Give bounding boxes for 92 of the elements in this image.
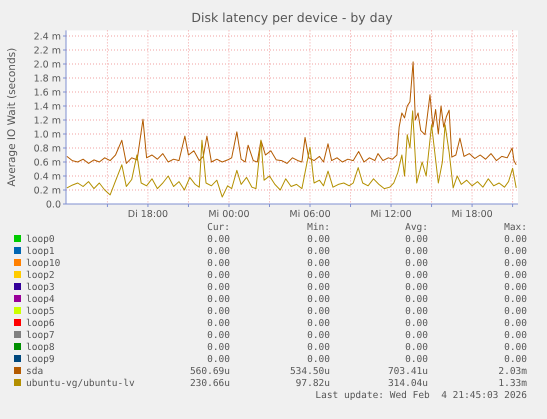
- legend-label: loop6: [26, 318, 55, 329]
- text: 0.00: [405, 282, 428, 293]
- legend-label: loop3: [26, 282, 55, 293]
- text: 230.66u: [190, 378, 230, 389]
- text: 0.00: [504, 330, 528, 341]
- y-tick-label: 2.2 m: [34, 46, 61, 56]
- legend-label: loop7: [26, 330, 55, 341]
- text: 0.00: [405, 318, 428, 329]
- x-tick-label: Mi 00:00: [208, 209, 250, 220]
- x-tick-label: Mi 18:00: [451, 209, 493, 220]
- text: 0.00: [207, 330, 230, 341]
- y-tick-label: 1.2 m: [34, 116, 61, 126]
- text: Cur:: [207, 222, 230, 233]
- text: 0.00: [207, 294, 230, 305]
- text: Last update: Wed Feb 4 21:45:03 2026: [315, 390, 528, 401]
- x-tick-label: Mi 12:00: [370, 209, 412, 220]
- y-tick-label: 2.0 m: [34, 60, 61, 70]
- text: 0.00: [307, 318, 330, 329]
- text: 0.00: [504, 318, 528, 329]
- text: 0.00: [405, 294, 428, 305]
- text: 0.00: [207, 246, 230, 257]
- text: 0.00: [307, 330, 330, 341]
- text: 0.00: [504, 234, 528, 245]
- text: 0.00: [207, 318, 230, 329]
- text: 0.00: [405, 234, 428, 245]
- text: 0.00: [307, 246, 330, 257]
- text: 0.00: [405, 270, 428, 281]
- text: 534.50u: [290, 366, 330, 377]
- text: 0.00: [405, 330, 428, 341]
- text: Avg:: [405, 222, 428, 233]
- text: 0.00: [405, 306, 428, 317]
- text: 97.82u: [296, 378, 330, 389]
- text: 0.00: [207, 258, 230, 269]
- legend-label: loop2: [26, 270, 55, 281]
- legend-label: loop9: [26, 354, 55, 365]
- y-axis-title: Average IO Wait (seconds): [6, 48, 18, 187]
- text: 0.00: [207, 306, 230, 317]
- text: 0.00: [207, 270, 230, 281]
- text: 0.00: [307, 282, 330, 293]
- legend-label: loop5: [26, 306, 55, 317]
- x-tick-label: Mi 06:00: [289, 209, 331, 220]
- text: 703.41u: [388, 366, 428, 377]
- text: 2.03m: [498, 366, 528, 377]
- text: 0.00: [307, 294, 330, 305]
- legend-label: sda: [26, 366, 44, 377]
- text: 0.00: [504, 306, 528, 317]
- text: 0.00: [207, 282, 230, 293]
- line-series: [66, 110, 517, 198]
- y-tick-label: 0.0: [46, 200, 61, 210]
- legend-label: loop0: [26, 234, 55, 245]
- y-tick-label: 2.4 m: [34, 32, 61, 42]
- text: 0.00: [405, 246, 428, 257]
- text: 0.00: [405, 258, 428, 269]
- text: Min:: [307, 222, 330, 233]
- y-tick-label: 1.8 m: [34, 74, 61, 84]
- chart-title: Disk latency per device - by day: [191, 10, 394, 25]
- y-tick-label: 0.8 m: [34, 144, 61, 154]
- text: 0.00: [307, 354, 330, 365]
- text: 0.00: [307, 234, 330, 245]
- text: 0.00: [405, 354, 428, 365]
- text: 0.00: [207, 354, 230, 365]
- legend-label: loop10: [26, 258, 61, 269]
- text: 0.00: [307, 270, 330, 281]
- x-tick-label: Di 18:00: [128, 209, 168, 220]
- text: 0.00: [504, 282, 528, 293]
- legend-label: loop8: [26, 342, 55, 353]
- text: 0.00: [307, 306, 330, 317]
- y-tick-label: 0.2 m: [34, 186, 61, 196]
- y-tick-label: 1.4 m: [34, 102, 61, 112]
- text: 0.00: [504, 270, 528, 281]
- text: Max:: [504, 222, 527, 233]
- legend-label: loop1: [26, 246, 55, 257]
- y-tick-label: 0.6 m: [34, 158, 61, 168]
- text: 0.00: [405, 342, 428, 353]
- text: 0.00: [504, 294, 528, 305]
- text: 560.69u: [190, 366, 230, 377]
- text: 0.00: [504, 246, 528, 257]
- text: 1.33m: [498, 378, 528, 389]
- legend-label: ubuntu-vg/ubuntu-lv: [26, 378, 135, 389]
- text: 0.00: [504, 354, 528, 365]
- text: 0.00: [207, 342, 230, 353]
- y-tick-label: 1.6 m: [34, 88, 61, 98]
- legend-label: loop4: [26, 294, 55, 305]
- y-tick-label: 0.4 m: [34, 172, 61, 182]
- text: 0.00: [504, 258, 528, 269]
- text: 0.00: [207, 234, 230, 245]
- y-tick-label: 1.0 m: [34, 130, 61, 140]
- text: 0.00: [504, 342, 528, 353]
- text: 0.00: [307, 342, 330, 353]
- text: 0.00: [307, 258, 330, 269]
- text: 314.04u: [388, 378, 428, 389]
- line-series: [66, 61, 517, 166]
